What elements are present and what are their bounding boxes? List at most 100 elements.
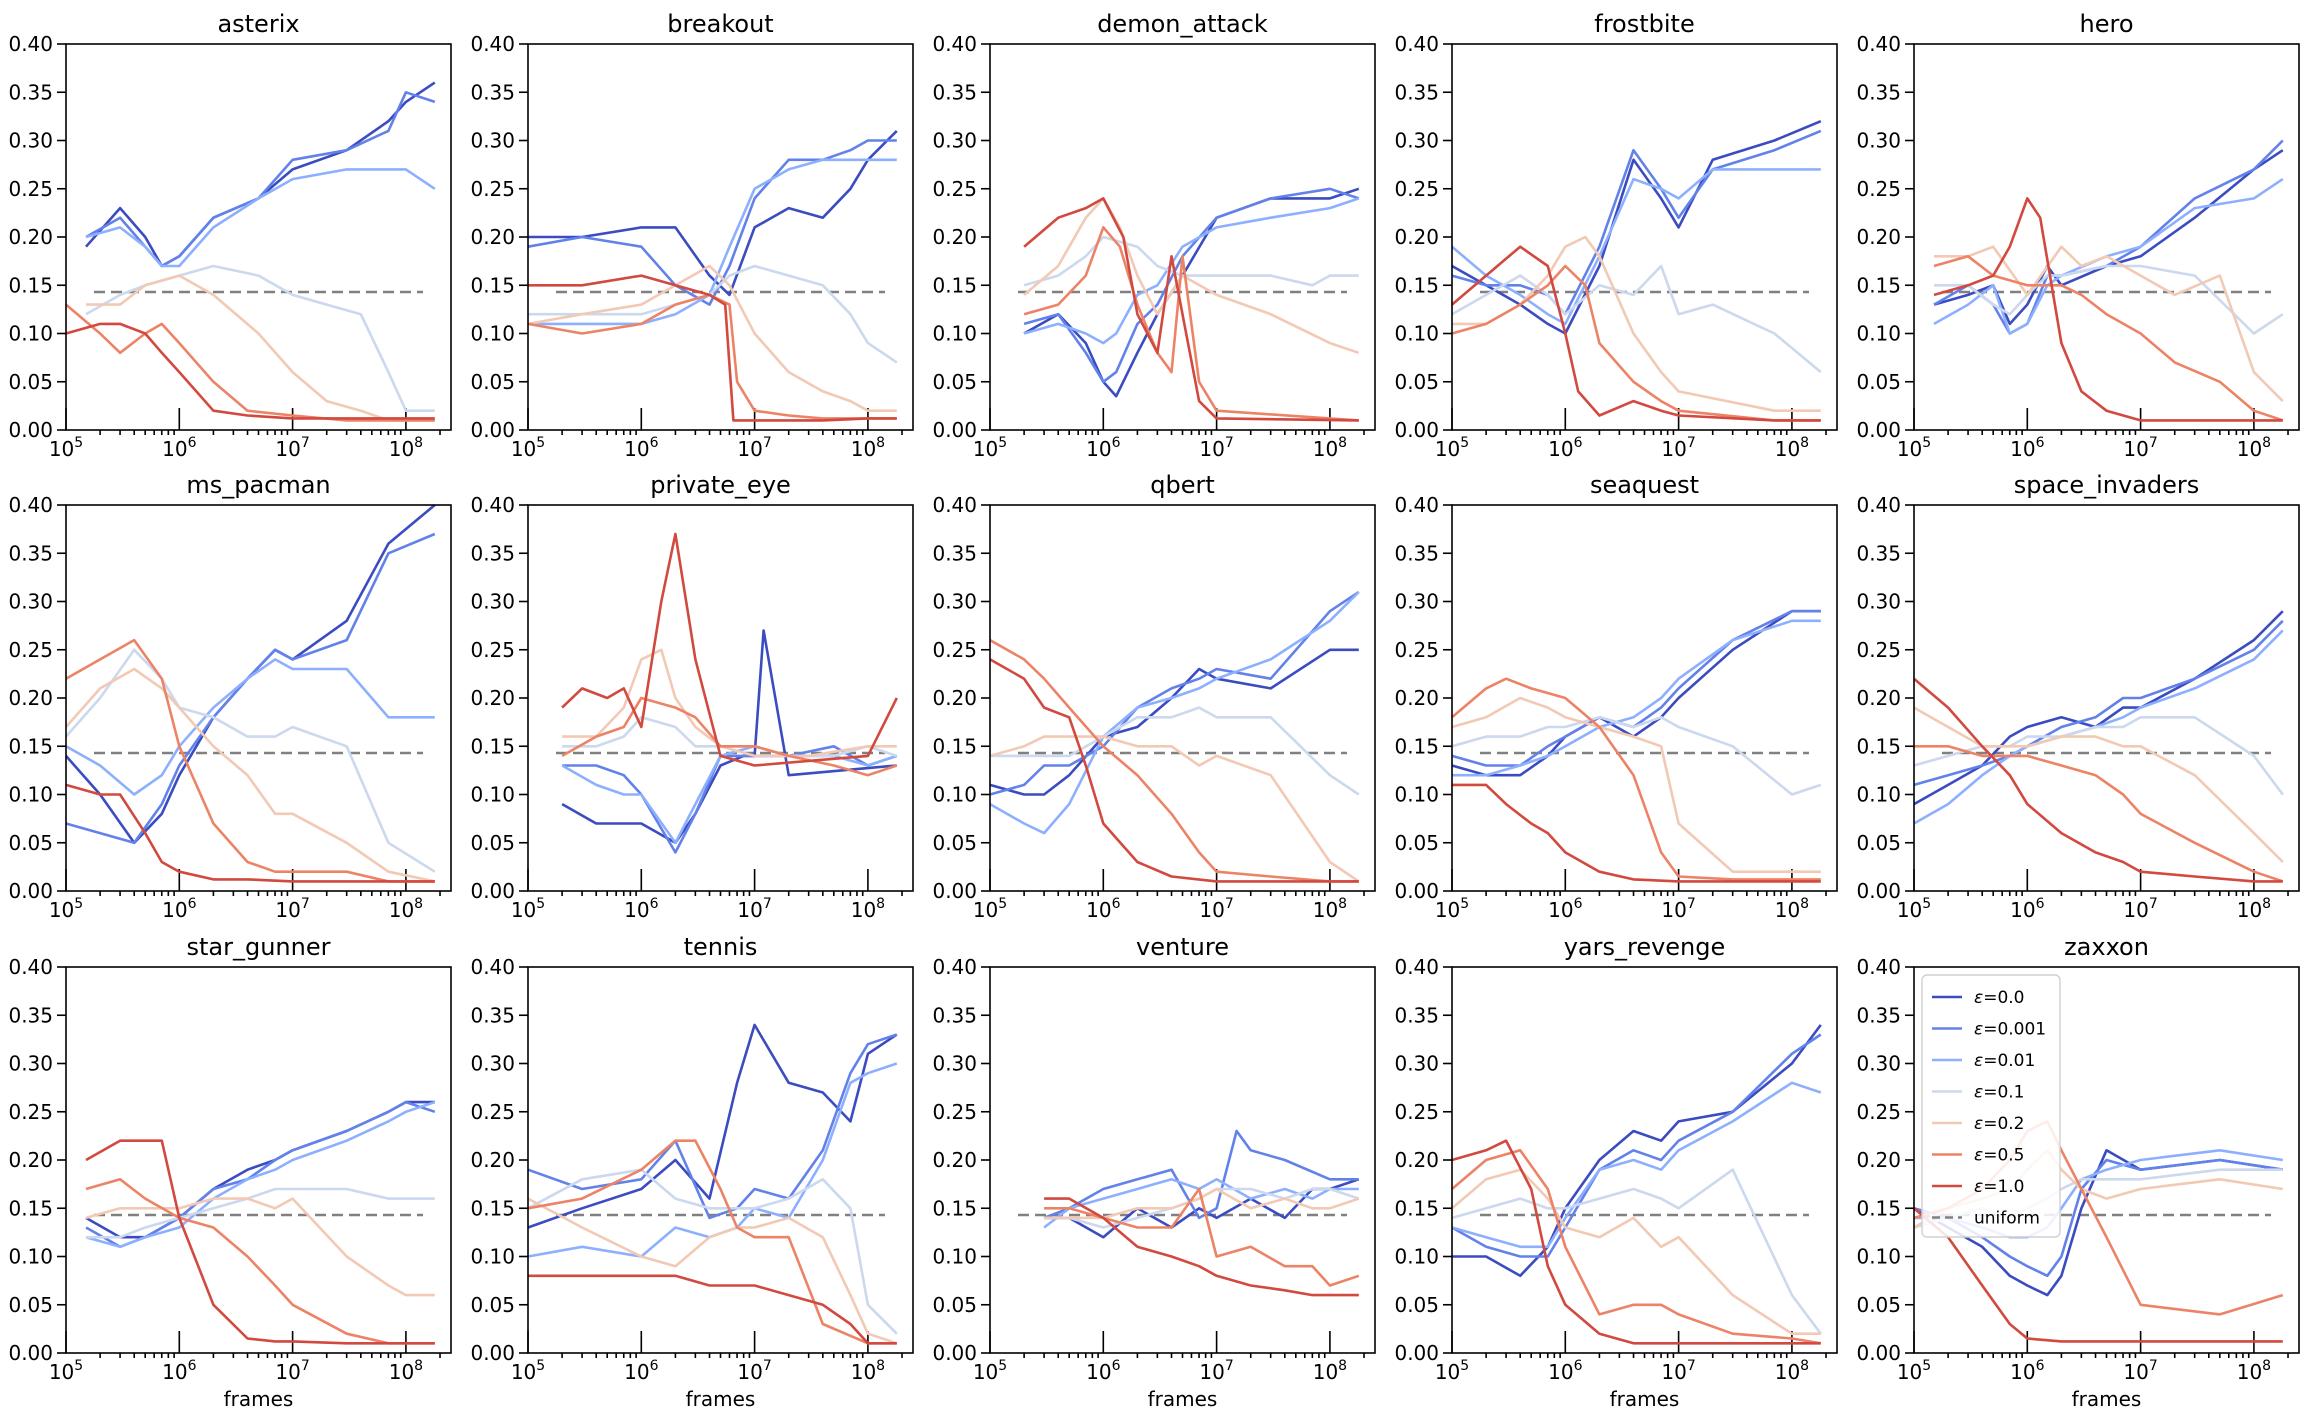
y-tick-label: 0.15 <box>1856 734 1901 758</box>
x-axis-label: frames <box>1610 1387 1680 1411</box>
series-line <box>1913 677 2283 883</box>
y-tick-label: 0.25 <box>932 1100 977 1124</box>
plot-frame <box>1913 504 2300 892</box>
series-line <box>562 744 898 854</box>
y-tick-label: 0.20 <box>8 225 53 249</box>
y-tick-label: 0.10 <box>470 783 515 807</box>
panel-yars-revenge: yars_revenge 0.00 0.05 0.10 0.15 0.20 0.25 0.30… <box>1394 933 1838 1411</box>
panel-seaquest: seaquest 0.00 0.05 0.10 0.15 0.20 0.25 0.30 0.35… <box>1394 471 1838 922</box>
x-tick-label: 107 <box>737 1358 771 1384</box>
y-tick-label: 0.00 <box>932 1341 977 1365</box>
y-tick-label: 0.35 <box>1394 1003 1439 1027</box>
y-tick-label: 0.25 <box>8 177 53 201</box>
y-tick-label: 0.30 <box>932 590 977 614</box>
series-line <box>85 1197 435 1297</box>
y-tick-label: 0.40 <box>1394 493 1439 517</box>
series-line <box>1934 245 2284 403</box>
y-tick-label: 0.15 <box>8 273 53 297</box>
plot-frame <box>527 504 914 892</box>
y-tick-label: 0.10 <box>1394 322 1439 346</box>
series-line <box>1023 197 1359 422</box>
series-line <box>1044 1197 1359 1297</box>
legend-label: ε=1.0 <box>1974 1177 2024 1197</box>
y-tick-label: 0.35 <box>8 1003 53 1027</box>
x-tick-label: 105 <box>973 896 1007 922</box>
y-tick-label: 0.35 <box>470 1003 515 1027</box>
x-tick-label: 108 <box>389 896 423 922</box>
plot-frame <box>527 966 914 1354</box>
x-tick-label: 107 <box>1661 435 1695 461</box>
x-tick-label: 106 <box>1086 435 1120 461</box>
x-axis-label: frames <box>686 1387 756 1411</box>
plot-frame <box>65 504 452 892</box>
y-tick-label: 0.05 <box>1856 831 1901 855</box>
y-tick-label: 0.15 <box>1394 273 1439 297</box>
y-tick-label: 0.20 <box>1394 1148 1439 1172</box>
x-tick-label: 107 <box>1199 896 1233 922</box>
y-tick-label: 0.30 <box>932 1052 977 1076</box>
panel-demon-attack: demon_attack 0.00 0.05 0.10 0.15 0.20 0.25 0.30… <box>932 10 1376 461</box>
series-line <box>1934 264 2284 335</box>
series-line <box>1451 609 1821 767</box>
series-line <box>989 658 1359 883</box>
y-tick-label: 0.15 <box>932 1196 977 1220</box>
series-line <box>86 1187 435 1239</box>
series-line <box>65 322 435 420</box>
y-tick-label: 0.00 <box>470 879 515 903</box>
series-line <box>990 706 1360 796</box>
panel-title: zaxxon <box>2064 933 2149 961</box>
y-tick-label: 0.25 <box>470 638 515 662</box>
plot-frame <box>1913 966 2300 1354</box>
y-tick-label: 0.30 <box>1856 590 1901 614</box>
y-tick-label: 0.25 <box>1856 177 1901 201</box>
y-tick-label: 0.35 <box>932 541 977 565</box>
y-tick-label: 0.25 <box>8 638 53 662</box>
y-tick-label: 0.35 <box>1856 1003 1901 1027</box>
y-tick-label: 0.40 <box>1394 32 1439 56</box>
y-tick-label: 0.05 <box>8 1293 53 1317</box>
x-tick-label: 108 <box>2237 1358 2271 1384</box>
series-line <box>527 293 897 420</box>
y-tick-label: 0.35 <box>1394 80 1439 104</box>
y-tick-label: 0.10 <box>470 322 515 346</box>
series-line <box>1451 168 1821 326</box>
legend-label: ε=0.2 <box>1974 1114 2024 1134</box>
series-line <box>1451 245 1821 422</box>
plot-frame <box>65 43 452 431</box>
x-tick-label: 107 <box>1661 896 1695 922</box>
plot-frame <box>1451 966 1838 1354</box>
y-tick-label: 0.20 <box>932 1148 977 1172</box>
panel-breakout: breakout 0.00 0.05 0.10 0.15 0.20 0.25 0.30 0.35… <box>470 10 914 461</box>
x-tick-label: 106 <box>624 435 658 461</box>
y-tick-label: 0.20 <box>1856 225 1901 249</box>
plot-frame <box>1451 504 1838 892</box>
y-tick-label: 0.40 <box>932 493 977 517</box>
x-axis-label: frames <box>2072 1387 2142 1411</box>
series-line <box>527 1033 898 1220</box>
y-tick-label: 0.35 <box>8 541 53 565</box>
x-tick-label: 105 <box>49 1358 83 1384</box>
panel-tennis: tennis 0.00 0.05 0.10 0.15 0.20 0.25 0.30 0.35 0.… <box>470 933 914 1411</box>
series-line <box>1914 744 2284 883</box>
series-line <box>528 264 898 364</box>
legend-label: ε=0.01 <box>1974 1051 2035 1071</box>
series-line <box>528 158 897 326</box>
panel-ms-pacman: ms_pacman 0.00 0.05 0.10 0.15 0.20 0.25 0.30 0.3… <box>8 471 452 922</box>
series-line <box>1913 610 2284 806</box>
plot-frame <box>989 43 1376 431</box>
y-tick-label: 0.05 <box>8 831 53 855</box>
series-line <box>65 638 435 883</box>
y-tick-label: 0.40 <box>470 32 515 56</box>
x-tick-label: 105 <box>1435 896 1469 922</box>
y-tick-label: 0.00 <box>1394 418 1439 442</box>
series-line <box>1913 1207 2283 1343</box>
plot-frame <box>1913 43 2300 431</box>
x-tick-label: 106 <box>1548 435 1582 461</box>
series-line <box>1933 254 2284 422</box>
series-line <box>528 1274 897 1345</box>
y-tick-label: 0.30 <box>470 590 515 614</box>
y-tick-label: 0.20 <box>1856 1148 1901 1172</box>
y-tick-label: 0.15 <box>470 734 515 758</box>
y-tick-label: 0.00 <box>1856 1341 1901 1365</box>
plot-frame <box>527 43 914 431</box>
